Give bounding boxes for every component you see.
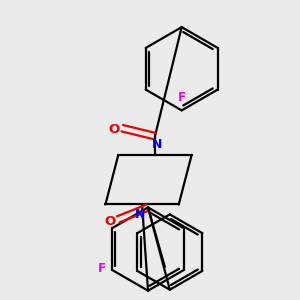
Text: N: N: [152, 138, 162, 151]
Text: F: F: [98, 262, 106, 275]
Text: N: N: [135, 208, 145, 221]
Text: O: O: [105, 215, 116, 228]
Text: F: F: [178, 92, 186, 104]
Text: O: O: [109, 123, 120, 136]
